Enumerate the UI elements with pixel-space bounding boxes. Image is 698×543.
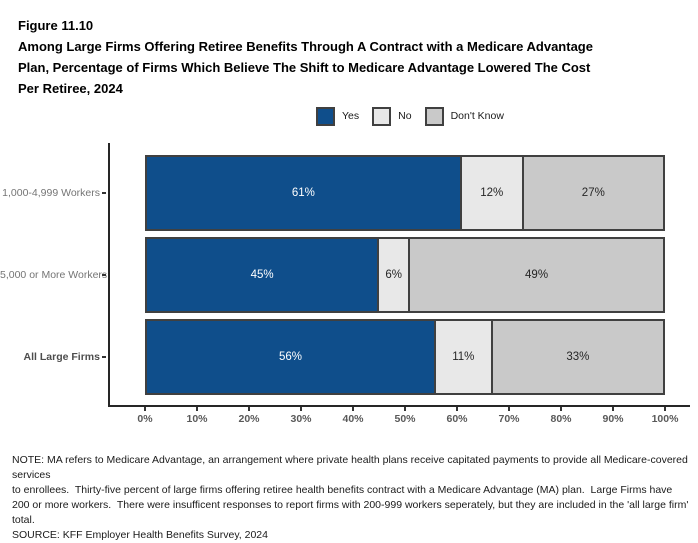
legend-swatch-icon (372, 106, 392, 126)
bar-segment-no: 12% (461, 157, 524, 229)
x-tick-mark (248, 407, 250, 411)
note-line: to enrollees. Thirty-five percent of lar… (12, 484, 673, 496)
y-axis-labels: 1,000-4,999 Workers 5,000 or More Workers… (0, 143, 108, 407)
bar-value-label: 61% (291, 187, 315, 199)
legend-item-yes: Yes (316, 106, 360, 126)
category-label: 5,000 or More Workers (0, 269, 108, 281)
x-tick-mark (144, 407, 146, 411)
x-tick-label: 20% (238, 413, 260, 425)
y-tick-mark (102, 274, 106, 276)
legend-item-no: No (372, 106, 412, 126)
legend-swatch-icon (316, 106, 335, 126)
bar-segment-don-t-know: 27% (523, 157, 663, 229)
bar-segment-don-t-know: 33% (492, 321, 663, 393)
x-axis: 0% 10% 20% 30% 40% 50% 60% 70% 80% 90% 100% (108, 407, 690, 433)
bar-segment-yes: 61% (147, 157, 462, 229)
bar-value-label: 27% (581, 187, 605, 199)
bar-segment-no: 6% (379, 239, 411, 311)
bar-row-3: 56% 11% 33% (145, 319, 665, 395)
note-line: 200 or more workers. There were insuffic… (12, 499, 689, 511)
x-tick-mark (456, 407, 458, 411)
chart-title-line-3: Per Retiree, 2024 (18, 81, 123, 96)
note-line: total. (12, 514, 35, 526)
title-block: Figure 11.10 Among Large Firms Offering … (18, 15, 678, 99)
bar-value-label: 49% (525, 269, 549, 281)
legend-label: Don't Know (450, 110, 504, 122)
legend-item-don-t-know: Don't Know (424, 106, 504, 126)
chart-title-line-2: Plan, Percentage of Firms Which Believe … (18, 60, 591, 75)
x-tick-label: 0% (137, 413, 153, 425)
legend-label: Yes (342, 110, 360, 122)
bar-segment-don-t-know: 49% (410, 239, 663, 311)
x-tick-label: 50% (394, 413, 416, 425)
x-tick-mark (508, 407, 510, 411)
y-tick-mark (102, 192, 106, 194)
legend-label: No (398, 110, 412, 122)
x-tick-mark (612, 407, 614, 411)
x-tick-label: 10% (186, 413, 208, 425)
bar-value-label: 12% (480, 187, 504, 199)
bar-row-2: 45% 6% 49% (145, 237, 665, 313)
x-tick-label: 100% (651, 413, 679, 425)
bar-value-label: 6% (385, 269, 402, 281)
note-line: NOTE: MA refers to Medicare Advantage, a… (12, 454, 691, 481)
x-tick-mark (300, 407, 302, 411)
x-tick-label: 90% (602, 413, 624, 425)
legend-swatch-icon (424, 106, 444, 126)
y-tick-mark (102, 356, 106, 358)
x-tick-label: 80% (550, 413, 572, 425)
x-tick-mark (352, 407, 354, 411)
footer-notes: NOTE: MA refers to Medicare Advantage, a… (12, 453, 692, 543)
x-tick-label: 40% (342, 413, 364, 425)
x-tick-mark (196, 407, 198, 411)
chart-title-line-1: Among Large Firms Offering Retiree Benef… (18, 39, 593, 54)
bar-segment-no: 11% (435, 321, 493, 393)
category-label: 1,000-4,999 Workers (2, 187, 100, 199)
bar-value-label: 45% (250, 269, 274, 281)
category-label: All Large Firms (23, 351, 100, 363)
x-tick-mark (664, 407, 666, 411)
x-tick-label: 60% (446, 413, 468, 425)
x-tick-label: 30% (290, 413, 312, 425)
bar-segment-yes: 45% (147, 239, 380, 311)
bar-row-1: 61% 12% 27% (145, 155, 665, 231)
bar-value-label: 56% (278, 351, 302, 363)
bar-value-label: 33% (566, 351, 590, 363)
bar-value-label: 11% (452, 351, 475, 363)
plot-area: 61% 12% 27% 45% 6% 49% 56% 11% 33% (108, 143, 690, 407)
x-tick-mark (560, 407, 562, 411)
chart-legend: Yes No Don't Know (316, 106, 517, 126)
x-tick-label: 70% (498, 413, 520, 425)
chart-figure: Figure 11.10 Among Large Firms Offering … (0, 15, 690, 541)
figure-label: Figure 11.10 (18, 18, 94, 33)
source-line: SOURCE: KFF Employer Health Benefits Sur… (12, 529, 268, 541)
x-tick-mark (404, 407, 406, 411)
bar-segment-yes: 56% (147, 321, 436, 393)
